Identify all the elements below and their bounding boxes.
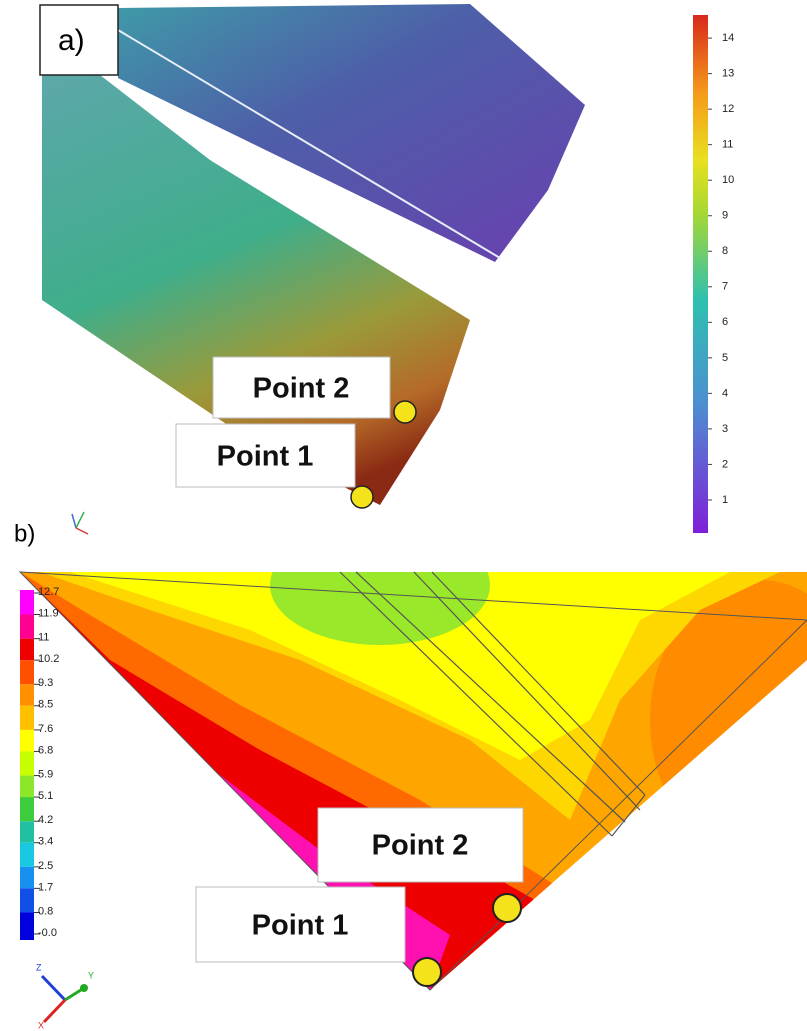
panel-label: b)	[14, 520, 35, 547]
tick-label: 10	[722, 174, 734, 186]
point-marker	[394, 401, 416, 423]
point-label: Point 2	[372, 830, 469, 862]
colorbar-band	[20, 776, 34, 797]
axis-triad	[42, 976, 88, 1022]
tick-label: 4.2	[38, 814, 53, 826]
panel-a: a) Point 2 Point 1	[40, 4, 708, 534]
point-label: Point 2	[253, 373, 350, 405]
axis-name: Z	[36, 962, 42, 972]
point-marker	[493, 894, 521, 922]
tick-label: 5	[722, 352, 728, 364]
colorbar-band	[20, 706, 34, 730]
colorbar-band	[20, 660, 34, 684]
axis-name: Y	[88, 970, 94, 980]
panel-label: a)	[58, 24, 85, 57]
tick-label: 11	[722, 139, 733, 151]
tick-label: 4	[722, 387, 728, 399]
tick-label: 8	[722, 245, 728, 257]
tick-label: 12	[722, 103, 734, 115]
colorbar-band	[20, 867, 34, 888]
tick-label: 0.8	[38, 905, 53, 917]
colorbar-band	[20, 751, 34, 775]
tick-label: 12.7	[38, 586, 59, 598]
figure: a) Point 2 Point 1 b)	[0, 0, 807, 1031]
tick-label: 9.3	[38, 677, 53, 689]
axis-name: X	[38, 1020, 44, 1030]
point-marker	[413, 958, 441, 986]
colorbar-band	[20, 684, 34, 705]
tick-label: 9	[722, 210, 728, 222]
colorbar-band	[20, 797, 34, 821]
tick-label: 14	[722, 32, 734, 44]
colorbar-band	[20, 913, 34, 940]
tick-label: 7.6	[38, 723, 53, 735]
colorbar-band	[20, 821, 34, 842]
colorbar-band	[20, 888, 34, 912]
tick-label: 5.1	[38, 790, 53, 802]
tick-label: 3	[722, 423, 728, 435]
tick-label: 6	[722, 316, 728, 328]
tick-label: 13	[722, 68, 734, 80]
point-label: Point 1	[252, 910, 349, 942]
tick-label: 6.8	[38, 744, 53, 756]
tick-label: 3.4	[38, 836, 53, 848]
point-label: Point 1	[217, 441, 314, 473]
tick-label: 5.9	[38, 768, 53, 780]
tick-label: -0.0	[38, 927, 57, 939]
tick-label: 11	[38, 632, 49, 644]
field	[270, 525, 490, 645]
tick-label: 1	[722, 494, 728, 506]
panel-b: Point 2 Point 1 Z Y X	[0, 525, 807, 1030]
axis-triad	[72, 512, 88, 534]
point-marker	[351, 486, 373, 508]
colorbar-band	[20, 843, 34, 867]
colorbar	[693, 15, 708, 533]
colorbar-band	[20, 730, 34, 751]
tick-label: 2.5	[38, 860, 53, 872]
colorbar-band	[20, 639, 34, 660]
tick-label: 7	[722, 281, 728, 293]
tick-label: 10.2	[38, 653, 59, 665]
colorbar-band	[20, 590, 34, 614]
tick-label: 2	[722, 458, 728, 470]
tick-label: 1.7	[38, 881, 53, 893]
tick-label: 8.5	[38, 699, 53, 711]
tick-label: 11.9	[38, 607, 59, 619]
colorbar-band	[20, 614, 34, 638]
